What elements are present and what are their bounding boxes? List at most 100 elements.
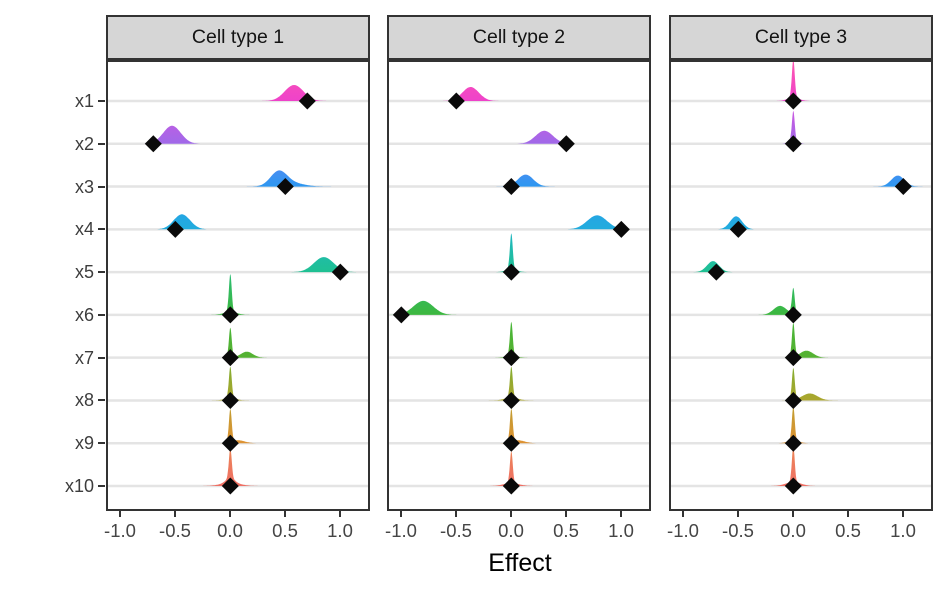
panel-border (387, 60, 651, 511)
density-ridge-x7 (669, 322, 933, 358)
effect-diamond-x3 (502, 178, 520, 196)
y-axis-tick (98, 271, 105, 273)
density-ridge-x1 (669, 60, 933, 101)
effect-diamond-x1 (298, 92, 316, 110)
effect-diamond-x8 (502, 391, 520, 409)
density-ridge-x9 (106, 408, 370, 444)
density-ridge-x2 (106, 125, 370, 144)
effect-diamond-x5 (707, 263, 725, 281)
x-tick-label: -1.0 (104, 520, 136, 541)
density-ridge-x7 (106, 327, 370, 358)
density-ridge-x10 (387, 451, 651, 486)
density-ridge-x6 (106, 274, 370, 315)
panel-border (669, 60, 933, 511)
facet-strip-label: Cell type 1 (191, 26, 285, 48)
y-axis-label: x7 (74, 348, 94, 368)
effect-diamond-x4 (729, 220, 747, 238)
facet-panel-3 (669, 60, 933, 511)
effect-diamond-x3 (894, 178, 912, 196)
y-axis-tick (98, 143, 105, 145)
y-axis-tick (98, 228, 105, 230)
density-ridge-x10 (669, 446, 933, 486)
y-axis-label: x5 (74, 262, 94, 282)
y-axis-tick (98, 485, 105, 487)
density-ridge-x7 (387, 321, 651, 358)
effect-diamond-x1 (447, 92, 465, 110)
facet-strip-label: Cell type 3 (754, 26, 848, 48)
effect-diamond-x9 (221, 434, 239, 452)
effect-diamond-x5 (502, 263, 520, 281)
x-axis-tick (229, 511, 231, 517)
effect-diamond-x10 (502, 477, 520, 495)
effect-diamond-x8 (784, 391, 802, 409)
x-axis-tick (119, 511, 121, 517)
density-ridge-x9 (669, 406, 933, 444)
effect-diamond-x1 (784, 92, 802, 110)
facet-strip: Cell type 1 (106, 15, 370, 60)
x-axis-tick (620, 511, 622, 517)
y-axis-label: x4 (74, 219, 94, 239)
x-tick-label: 1.0 (608, 520, 634, 541)
y-axis-label: x2 (74, 134, 94, 154)
x-axis-tick (792, 511, 794, 517)
y-axis-label: x10 (64, 476, 94, 496)
effect-diamond-x8 (221, 391, 239, 409)
y-axis-label: x8 (74, 390, 94, 410)
density-ridge-x3 (387, 174, 651, 187)
density-ridge-x3 (106, 170, 370, 187)
y-axis-label: x9 (74, 433, 94, 453)
x-axis-tick (400, 511, 402, 517)
density-ridge-x9 (387, 408, 651, 444)
y-axis-label: x3 (74, 177, 94, 197)
density-ridge-x2 (387, 130, 651, 144)
effect-diamond-x2 (144, 135, 162, 153)
y-axis-tick (98, 399, 105, 401)
facet-strip: Cell type 2 (387, 15, 651, 60)
y-axis-tick (98, 314, 105, 316)
x-axis-tick (174, 511, 176, 517)
facet-strip: Cell type 3 (669, 15, 933, 60)
density-ridge-x4 (669, 216, 933, 230)
x-axis-tick (682, 511, 684, 517)
x-axis-tick (847, 511, 849, 517)
effect-diamond-x6 (221, 306, 239, 324)
y-axis-tick (98, 100, 105, 102)
effect-diamond-x6 (392, 306, 410, 324)
x-axis-title: Effect (488, 549, 552, 577)
effect-diamond-x10 (784, 477, 802, 495)
x-axis-tick (510, 511, 512, 517)
effect-diamond-x6 (784, 306, 802, 324)
x-tick-label: -1.0 (385, 520, 417, 541)
x-tick-label: 1.0 (327, 520, 353, 541)
effect-diamond-x2 (557, 135, 575, 153)
x-axis-tick (284, 511, 286, 517)
x-tick-label: 0.5 (835, 520, 861, 541)
x-axis-tick (339, 511, 341, 517)
x-tick-label: 1.0 (890, 520, 916, 541)
effect-diamond-x7 (221, 349, 239, 367)
density-ridge-x4 (387, 215, 651, 230)
effect-diamond-x4 (612, 220, 630, 238)
y-axis-tick (98, 186, 105, 188)
x-tick-label: -0.5 (440, 520, 472, 541)
density-ridge-x8 (387, 366, 651, 401)
y-axis-tick (98, 357, 105, 359)
x-axis-tick (902, 511, 904, 517)
density-ridge-x10 (106, 448, 370, 486)
density-ridge-x5 (106, 257, 370, 273)
density-ridge-x1 (106, 85, 370, 101)
x-tick-label: 0.5 (553, 520, 579, 541)
x-tick-label: -1.0 (667, 520, 699, 541)
density-ridge-x3 (669, 175, 933, 187)
y-axis-label: x1 (74, 91, 94, 111)
x-tick-label: -0.5 (722, 520, 754, 541)
effect-diamond-x3 (276, 178, 294, 196)
density-ridge-x1 (387, 87, 651, 101)
effect-diamond-x9 (502, 434, 520, 452)
y-axis-label: x6 (74, 305, 94, 325)
effect-diamond-x5 (331, 263, 349, 281)
x-axis-tick (737, 511, 739, 517)
effect-diamond-x2 (784, 135, 802, 153)
density-ridge-x8 (669, 367, 933, 401)
